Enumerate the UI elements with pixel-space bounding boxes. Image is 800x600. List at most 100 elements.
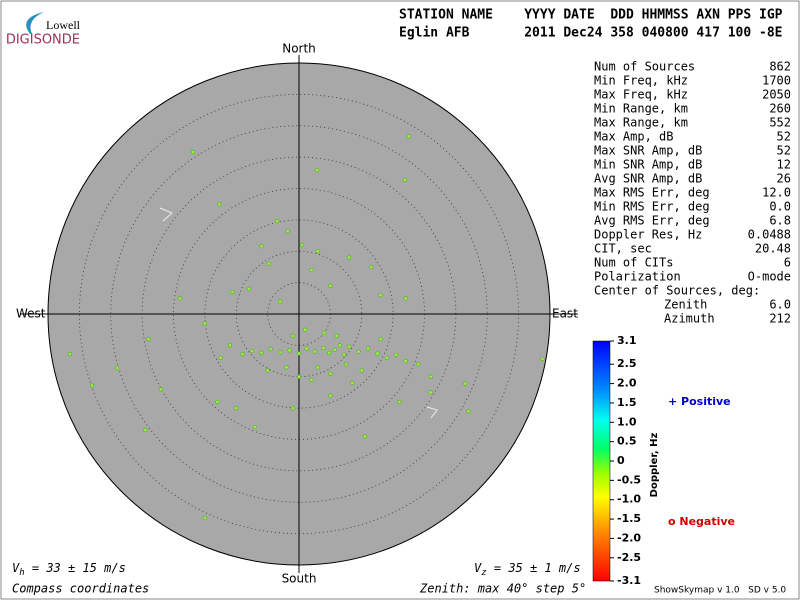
data-point (337, 343, 342, 348)
stat-label: CIT, sec (594, 242, 652, 256)
legend-positive: + Positive (668, 395, 731, 408)
stat-value: O-mode (748, 270, 791, 284)
colorbar-tick-label: 0 (617, 454, 625, 467)
data-point (347, 344, 352, 349)
data-point (428, 374, 433, 379)
data-point (397, 399, 402, 404)
data-point (315, 365, 320, 370)
data-point (343, 362, 349, 367)
header-line: Eglin AFB 2011 Dec24 358 040800 417 100 … (399, 26, 783, 41)
stat-value: 12 (777, 158, 791, 172)
center-title: Center of Sources, deg: (594, 284, 760, 298)
data-point (328, 283, 333, 288)
data-point (309, 267, 314, 273)
data-point (274, 219, 280, 224)
stat-label: Min RMS Err, deg (594, 200, 710, 214)
stat-label: Min Freq, kHz (594, 74, 688, 88)
data-point (190, 150, 196, 155)
header-line: STATION NAME YYYY DATE DDD HHMMSS AXN PP… (399, 8, 783, 23)
data-point (328, 371, 333, 376)
colorbar-label: Doppler, Hz (649, 433, 660, 498)
data-point (290, 333, 295, 339)
data-point (322, 330, 327, 335)
colorbar-tick-label: 2.5 (617, 357, 637, 370)
data-point (114, 365, 120, 371)
data-point (284, 365, 289, 370)
stat-label: Max RMS Err, deg (594, 186, 710, 200)
data-point (252, 424, 258, 430)
data-point (328, 393, 333, 398)
stat-label: Num of Sources (594, 60, 695, 74)
data-point (309, 377, 314, 382)
data-point (356, 349, 361, 354)
data-point (332, 347, 337, 352)
data-point (466, 409, 471, 414)
stat-value: 52 (777, 130, 791, 144)
data-point (369, 264, 374, 270)
stat-label: Num of CITs (594, 256, 673, 270)
data-point (227, 343, 233, 348)
data-point (268, 347, 273, 352)
data-point (428, 390, 433, 395)
zenith-label: Zenith: max 40° step 5° (419, 582, 586, 596)
colorbar-tick-label: 3.1 (617, 334, 637, 347)
data-point (217, 202, 222, 207)
colorbar (592, 340, 611, 582)
direction-label: East (552, 307, 578, 321)
direction-label: West (16, 307, 46, 321)
data-point (303, 327, 308, 332)
stat-label: Avg SNR Amp, dB (594, 172, 702, 186)
data-point (215, 399, 220, 404)
direction-label: South (282, 572, 317, 586)
colorbar-tick-label: 0.5 (617, 435, 637, 448)
coords-label: Compass coordinates (12, 582, 149, 596)
data-point (285, 229, 290, 234)
data-point (296, 374, 302, 379)
data-point (259, 350, 264, 356)
data-point (402, 177, 408, 182)
data-point (202, 321, 207, 326)
data-point (384, 355, 389, 361)
marker (426, 406, 438, 419)
stat-label: Max Range, km (594, 116, 688, 130)
stat-value: 6 (784, 256, 791, 270)
data-point (290, 406, 295, 411)
data-point (416, 362, 421, 367)
stat-value: 12.0 (762, 186, 791, 200)
stat-label: Max SNR Amp, dB (594, 144, 702, 158)
data-point (342, 352, 347, 357)
legend-negative: o Negative (668, 515, 735, 528)
stat-value: 1700 (762, 74, 791, 88)
data-point (278, 350, 283, 355)
data-point (315, 249, 320, 254)
stat-value: 552 (769, 116, 791, 130)
data-point (540, 357, 545, 362)
stat-label: Min Range, km (594, 102, 688, 116)
data-point (266, 261, 271, 266)
data-point (350, 380, 355, 386)
colorbar-tick-label: -2.5 (617, 551, 641, 564)
data-point (406, 134, 411, 139)
data-point (158, 387, 164, 392)
data-point (202, 515, 207, 521)
vh-label: Vh = 33 ± 15 m/s (12, 561, 126, 578)
logo-top: Lowell (46, 18, 81, 32)
stat-value: 6.8 (769, 214, 791, 228)
center-value: 212 (769, 312, 791, 326)
colorbar-tick-label: -3.1 (617, 574, 641, 587)
colorbar-tick-label: -2.0 (617, 531, 641, 544)
data-point (334, 333, 339, 339)
data-point (246, 286, 251, 292)
colorbar-tick-label: 2.0 (617, 377, 637, 390)
stat-value: 52 (777, 144, 791, 158)
center-value: 6.0 (769, 298, 791, 312)
vz-label: Vz = 35 ± 1 m/s (474, 561, 581, 578)
data-point (265, 368, 270, 373)
data-point (359, 368, 364, 373)
stat-label: Max Amp, dB (594, 130, 673, 144)
center-label: Zenith (664, 298, 707, 312)
stat-label: Min SNR Amp, dB (594, 158, 702, 172)
data-point (327, 350, 332, 356)
data-point (375, 351, 380, 356)
